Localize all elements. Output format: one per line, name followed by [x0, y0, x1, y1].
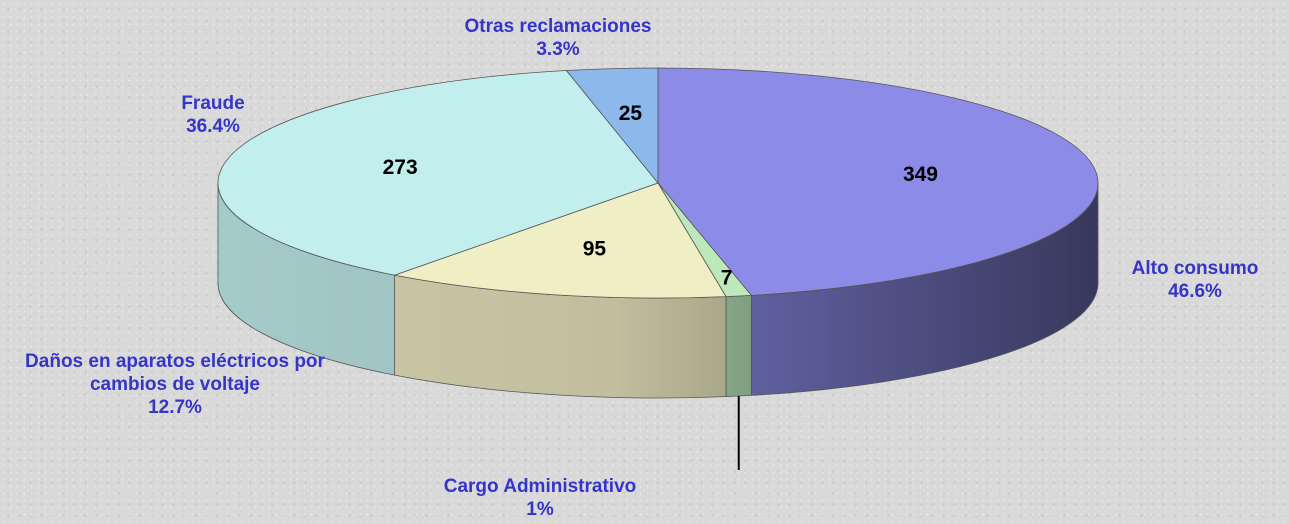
- value-label: 273: [383, 156, 418, 179]
- category-label: Otras reclamaciones 3.3%: [408, 15, 708, 61]
- percent-label: 46.6%: [1168, 281, 1222, 302]
- value-label: 25: [619, 102, 643, 125]
- category-label: Fraude 36.4%: [133, 92, 293, 138]
- category-label: Cargo Administrativo 1%: [380, 475, 700, 521]
- slice-top: [657, 67, 1099, 296]
- value-label: 95: [583, 238, 607, 261]
- slice-top: [565, 67, 659, 185]
- percent-label: 3.3%: [536, 39, 580, 60]
- percent-label: 12.7%: [148, 397, 202, 418]
- slice-side: [725, 294, 752, 398]
- slice-top: [217, 70, 659, 276]
- category-label: Alto consumo 46.6%: [1095, 257, 1289, 303]
- percent-label: 36.4%: [186, 116, 240, 137]
- value-label: 7: [721, 267, 733, 290]
- category-name: Cargo Administrativo: [443, 476, 637, 497]
- percent-label: 1%: [526, 499, 554, 520]
- category-name: Fraude: [181, 93, 245, 114]
- category-name: Otras reclamaciones: [464, 16, 652, 37]
- slice-top: [393, 182, 727, 299]
- category-name: Alto consumo: [1131, 258, 1259, 279]
- category-name: Daños en aparatos eléctricos por cambios…: [25, 351, 325, 395]
- category-label: Daños en aparatos eléctricos por cambios…: [5, 350, 345, 419]
- value-label: 349: [903, 163, 938, 186]
